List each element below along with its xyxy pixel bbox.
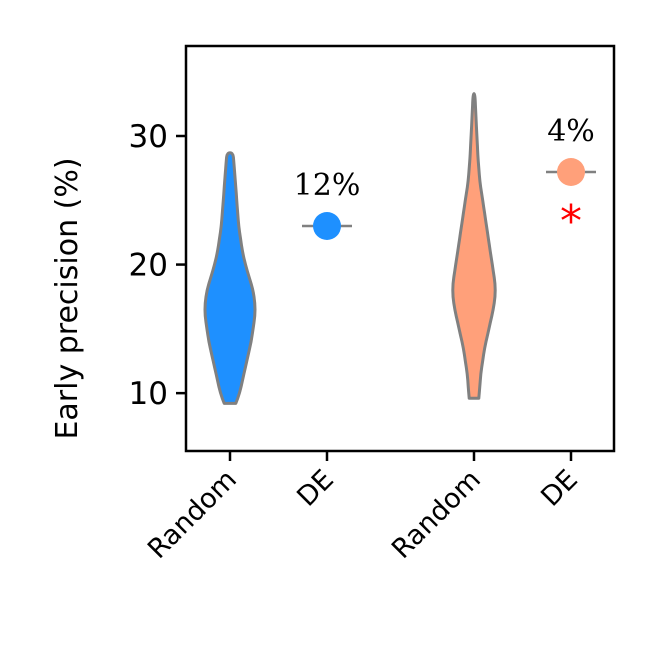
y-tick-label: 30 (129, 119, 168, 155)
x-tick-label: Random (142, 464, 243, 565)
data-point (557, 158, 585, 186)
violin-blue (203, 151, 257, 405)
x-tick-label: Random (386, 464, 487, 565)
axes: 10 20 30 Random DE Random DE Early precision (%… (50, 44, 616, 565)
plot-area: 12% 4% * (203, 92, 596, 405)
x-tick-label: DE (535, 464, 584, 513)
data-point (313, 212, 341, 240)
violin-salmon (451, 92, 497, 400)
significance-star: * (560, 196, 582, 247)
y-tick-label: 20 (129, 248, 168, 284)
point-annotation: 4% (547, 114, 595, 149)
axes-frame (184, 44, 616, 453)
point-annotation: 12% (294, 168, 361, 203)
y-tick-label: 10 (129, 376, 168, 412)
x-tick-label: DE (291, 464, 340, 513)
y-axis-title: Early precision (%) (50, 157, 85, 439)
